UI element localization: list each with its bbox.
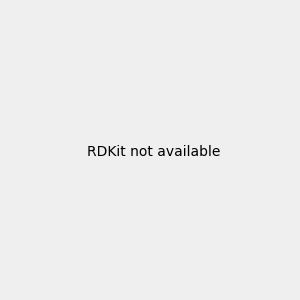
Text: RDKit not available: RDKit not available	[87, 145, 220, 158]
